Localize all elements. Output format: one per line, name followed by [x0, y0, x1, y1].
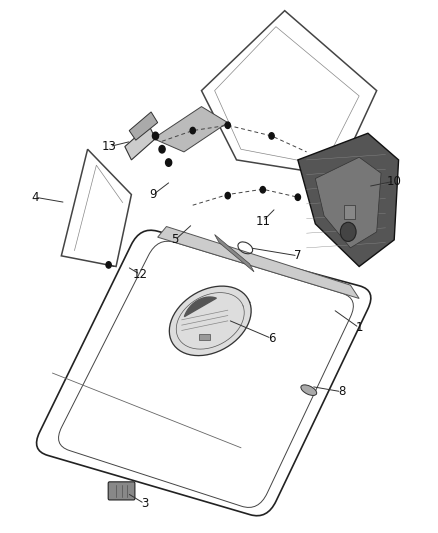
Polygon shape — [215, 235, 254, 272]
Bar — [344, 205, 355, 219]
Polygon shape — [184, 297, 216, 317]
Polygon shape — [158, 227, 359, 298]
Text: 7: 7 — [294, 249, 302, 262]
Circle shape — [166, 159, 172, 166]
Text: 8: 8 — [338, 385, 345, 398]
Circle shape — [225, 192, 230, 199]
Ellipse shape — [301, 385, 317, 395]
FancyBboxPatch shape — [108, 482, 135, 500]
Circle shape — [152, 132, 159, 140]
Polygon shape — [170, 286, 251, 356]
Text: 6: 6 — [268, 332, 276, 345]
Circle shape — [225, 122, 230, 128]
Polygon shape — [129, 112, 158, 140]
Text: 3: 3 — [141, 497, 148, 510]
Polygon shape — [125, 125, 155, 160]
Circle shape — [295, 194, 300, 200]
Text: 4: 4 — [31, 191, 39, 204]
Bar — [199, 334, 210, 340]
Text: 5: 5 — [172, 233, 179, 246]
Circle shape — [340, 222, 356, 241]
Text: 10: 10 — [387, 175, 402, 188]
Text: 9: 9 — [149, 188, 157, 201]
Text: 13: 13 — [102, 140, 117, 153]
Text: 11: 11 — [255, 215, 270, 228]
Text: 1: 1 — [355, 321, 363, 334]
Circle shape — [260, 187, 265, 193]
Circle shape — [190, 127, 195, 134]
Circle shape — [269, 133, 274, 139]
Polygon shape — [153, 107, 228, 152]
Polygon shape — [315, 157, 381, 248]
Polygon shape — [298, 133, 399, 266]
Text: 12: 12 — [133, 268, 148, 281]
Circle shape — [159, 146, 165, 153]
Circle shape — [106, 262, 111, 268]
